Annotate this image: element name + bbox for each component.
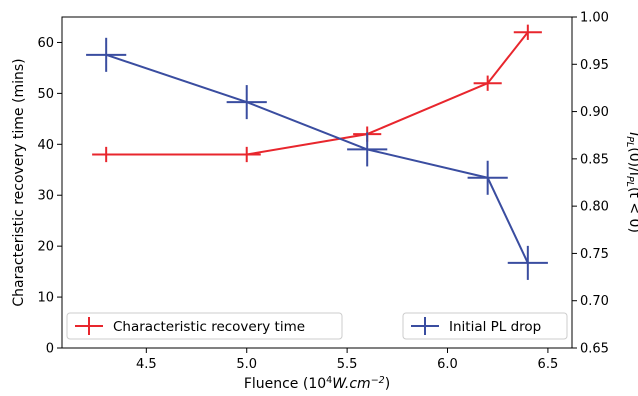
legend-box (402, 312, 568, 340)
data-point (507, 245, 548, 280)
legend-pl-drop: Initial PL drop (402, 312, 568, 340)
y-right-tick-label: 0.75 (580, 247, 609, 262)
data-point (513, 24, 542, 40)
y-right-tick-label: 0.80 (580, 200, 609, 215)
y-left-tick-label: 40 (37, 138, 54, 153)
y-right-tick-label: 0.90 (580, 105, 609, 120)
legend-recovery-time: Characteristic recovery time (66, 312, 343, 340)
y-right-tick-label: 0.85 (580, 152, 609, 167)
legend-marker (75, 317, 103, 335)
data-point (92, 146, 121, 163)
x-tick-label: 5.5 (337, 357, 358, 372)
legend-marker (411, 317, 439, 335)
legend-label: Characteristic recovery time (113, 319, 305, 335)
x-axis-label: Fluence (104W.cm−2) (244, 375, 390, 392)
y-left-tick-label: 30 (37, 189, 54, 204)
y-right-tick-label: 0.95 (580, 58, 609, 73)
y-left-tick-label: 10 (37, 291, 54, 306)
x-tick-label: 4.5 (136, 357, 157, 372)
legend-box (66, 312, 343, 340)
plot-frame (61, 16, 573, 349)
x-tick-label: 6.5 (538, 357, 559, 372)
data-point (86, 37, 127, 72)
series-layer (86, 24, 548, 280)
ticks-layer: 4.5 5.0 5.5 6.0 6.5 0 10 20 30 40 50 60 0.65 0.70 0.75… (37, 11, 609, 373)
series-line (106, 31, 529, 156)
data-point (467, 160, 508, 195)
y-right-tick-label: 1.00 (580, 11, 609, 26)
y-left-tick-label: 0 (46, 342, 54, 357)
x-tick-label: 5.0 (236, 357, 257, 372)
y-right-tick-label: 0.70 (580, 294, 609, 309)
data-point (473, 75, 502, 91)
data-point (347, 132, 388, 167)
y-left-axis-label: Characteristic recovery time (mins) (11, 58, 27, 306)
series-recovery-time (92, 24, 542, 163)
y-right-tick-label: 0.65 (580, 342, 609, 357)
y-left-tick-label: 50 (37, 87, 54, 102)
y-right-axis-label: IPL(0)/IPL(t < 0) (624, 132, 638, 233)
series-line (105, 53, 529, 264)
data-point (232, 146, 261, 163)
y-left-tick-label: 20 (37, 240, 54, 255)
y-left-tick-label: 60 (37, 36, 54, 51)
legend-label: Initial PL drop (449, 319, 541, 335)
series-pl-drop (86, 37, 548, 280)
data-point (226, 85, 267, 120)
x-tick-label: 6.0 (437, 357, 458, 372)
